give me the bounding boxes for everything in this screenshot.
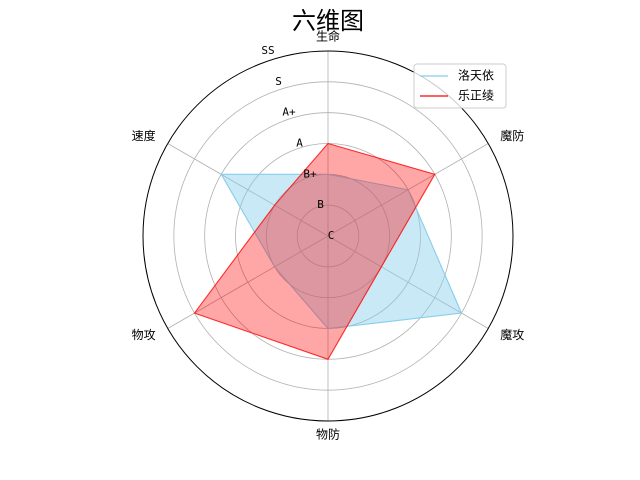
radial-tick-label: S bbox=[275, 75, 282, 88]
radial-tick-label: B+ bbox=[303, 167, 317, 180]
series-area bbox=[221, 174, 462, 329]
chart-title: 六维图 bbox=[292, 7, 364, 35]
grid-spoke bbox=[167, 143, 329, 237]
series-line bbox=[220, 173, 463, 330]
axis-label: 速度 bbox=[132, 128, 156, 143]
axis-label: 生命 bbox=[316, 29, 340, 44]
legend-label: 乐正绫 bbox=[458, 89, 494, 103]
axis-label: 物防 bbox=[316, 427, 340, 442]
radial-tick-label: C bbox=[328, 229, 335, 242]
radial-tick-label: SS bbox=[261, 44, 274, 57]
axis-label: 物攻 bbox=[132, 328, 156, 342]
legend-box bbox=[413, 63, 507, 109]
axis-label: 魔防 bbox=[500, 128, 524, 143]
radial-tick-label: A bbox=[296, 137, 303, 150]
series-line bbox=[193, 142, 436, 360]
radar-series bbox=[193, 142, 463, 360]
axis-label: 魔攻 bbox=[500, 327, 524, 342]
legend-label: 洛天依 bbox=[458, 68, 494, 83]
radial-tick-label: B bbox=[317, 198, 324, 211]
radial-tick-label: A+ bbox=[282, 106, 296, 119]
series-area bbox=[194, 143, 435, 360]
polar-frame bbox=[142, 50, 514, 422]
